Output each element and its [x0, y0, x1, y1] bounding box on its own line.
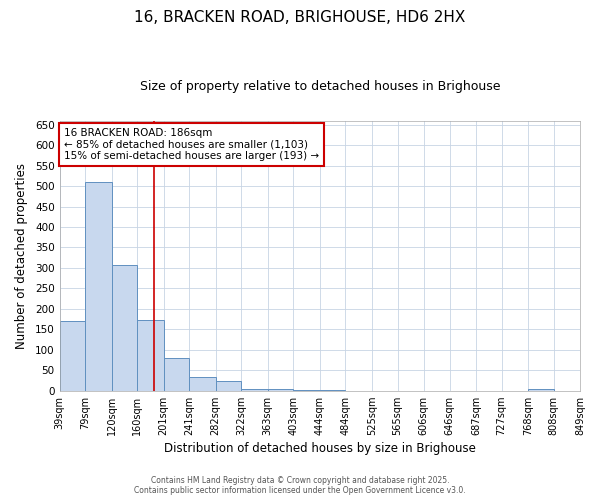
Title: Size of property relative to detached houses in Brighouse: Size of property relative to detached ho… [140, 80, 500, 93]
Bar [59, 321, 85, 390]
Bar [215, 382, 241, 390]
Y-axis label: Number of detached properties: Number of detached properties [15, 162, 28, 348]
Text: Contains HM Land Registry data © Crown copyright and database right 2025.
Contai: Contains HM Land Registry data © Crown c… [134, 476, 466, 495]
Bar [112, 265, 137, 390]
Bar [190, 377, 215, 390]
Bar [241, 388, 268, 390]
Bar [164, 358, 190, 390]
X-axis label: Distribution of detached houses by size in Brighouse: Distribution of detached houses by size … [164, 442, 476, 455]
Text: 16, BRACKEN ROAD, BRIGHOUSE, HD6 2HX: 16, BRACKEN ROAD, BRIGHOUSE, HD6 2HX [134, 10, 466, 25]
Text: 16 BRACKEN ROAD: 186sqm
← 85% of detached houses are smaller (1,103)
15% of semi: 16 BRACKEN ROAD: 186sqm ← 85% of detache… [64, 128, 319, 161]
Bar [528, 388, 554, 390]
Bar [85, 182, 112, 390]
Bar [137, 320, 164, 390]
Bar [268, 388, 293, 390]
